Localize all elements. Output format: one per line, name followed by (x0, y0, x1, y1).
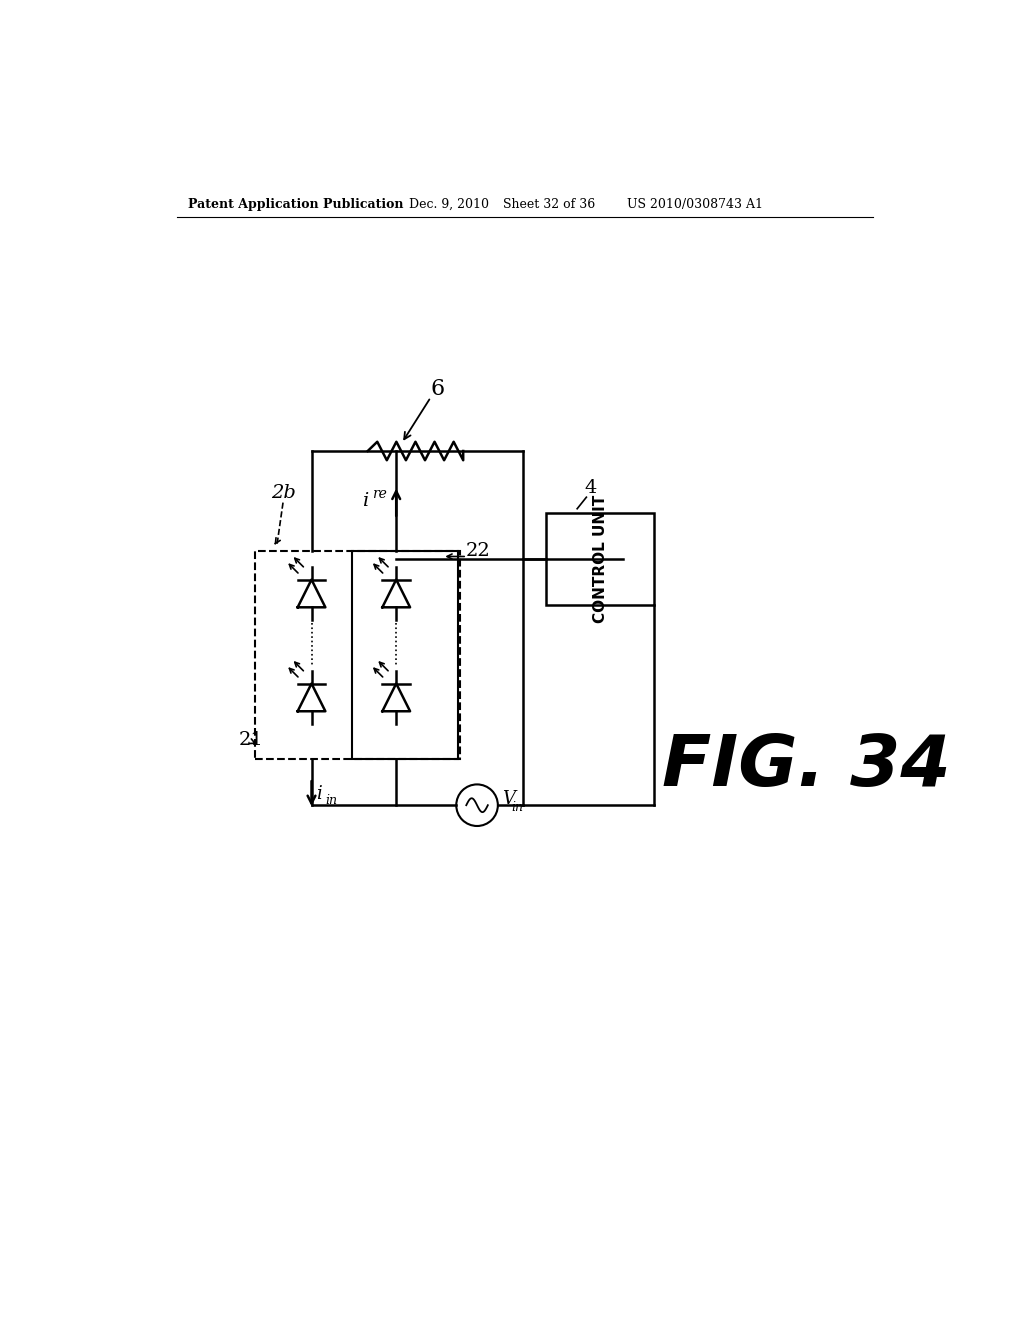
Text: 2b: 2b (270, 484, 296, 503)
Text: in: in (512, 801, 523, 814)
Text: Sheet 32 of 36: Sheet 32 of 36 (503, 198, 596, 211)
Text: V: V (502, 791, 515, 808)
Text: re: re (373, 487, 387, 502)
Text: i: i (316, 784, 322, 803)
Text: in: in (326, 795, 337, 807)
Text: 4: 4 (585, 479, 597, 496)
Text: Patent Application Publication: Patent Application Publication (188, 198, 403, 211)
Text: i: i (361, 492, 368, 510)
Bar (547, 512, 654, 605)
Text: 21: 21 (239, 731, 263, 748)
Text: 22: 22 (466, 543, 490, 560)
Text: CONTROL UNIT: CONTROL UNIT (593, 495, 608, 623)
Text: FIG. 34: FIG. 34 (662, 733, 950, 801)
Bar (255, 552, 460, 759)
Text: US 2010/0308743 A1: US 2010/0308743 A1 (628, 198, 763, 211)
Text: 6: 6 (431, 379, 445, 400)
Text: Dec. 9, 2010: Dec. 9, 2010 (410, 198, 489, 211)
Bar (351, 552, 458, 759)
